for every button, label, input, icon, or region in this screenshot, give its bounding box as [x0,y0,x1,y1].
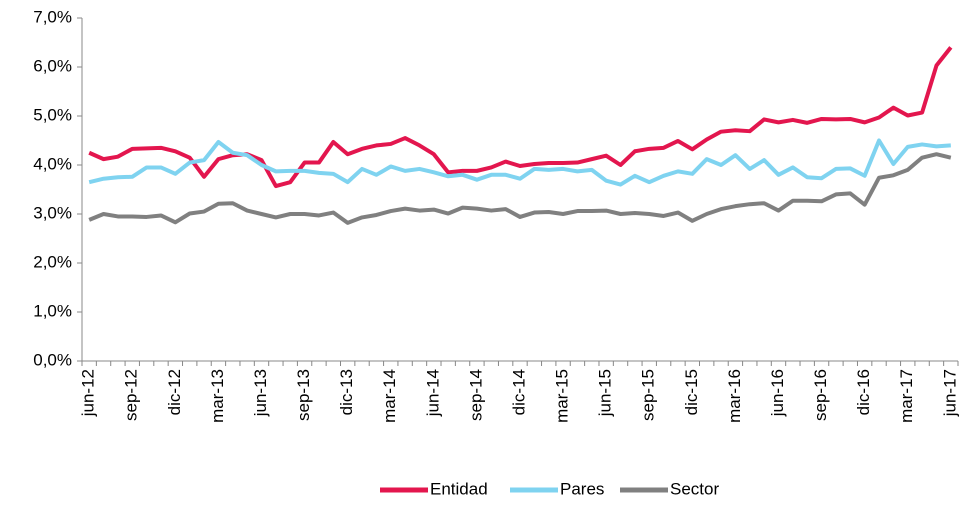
x-tick-label: mar-15 [553,369,572,423]
y-tick-label: 7,0% [33,7,72,26]
x-tick-label: mar-17 [897,369,916,423]
x-tick-label: dic-16 [854,369,873,415]
y-tick-label: 3,0% [33,203,72,222]
x-tick-label: dic-15 [682,369,701,415]
legend-label: Pares [560,479,604,498]
x-tick-label: jun-12 [79,369,98,417]
x-tick-label: dic-14 [509,369,528,415]
x-tick-label: dic-13 [337,369,356,415]
x-tick-label: sep-13 [294,369,313,421]
y-tick-label: 4,0% [33,154,72,173]
y-tick-label: 5,0% [33,105,72,124]
y-tick-label: 0,0% [33,350,72,369]
x-tick-label: jun-14 [423,369,442,417]
legend-label: Entidad [430,479,488,498]
line-series [88,138,951,187]
x-tick-label: mar-14 [380,369,399,423]
line-series [88,46,953,189]
x-tick-label: sep-12 [122,369,141,421]
legend-label: Sector [670,479,719,498]
y-tick-label: 1,0% [33,301,72,320]
x-tick-label: jun-15 [596,369,615,417]
x-tick-label: mar-13 [208,369,227,423]
x-tick-label: sep-15 [639,369,658,421]
y-tick-label: 2,0% [33,252,72,271]
x-tick-label: sep-16 [811,369,830,421]
x-tick-label: mar-16 [725,369,744,423]
x-tick-label: jun-17 [940,369,959,417]
x-tick-label: sep-14 [466,369,485,421]
x-tick-label: jun-13 [251,369,270,417]
line-series [88,152,952,225]
y-tick-label: 6,0% [33,56,72,75]
x-tick-label: dic-12 [165,369,184,415]
x-tick-label: jun-16 [768,369,787,417]
